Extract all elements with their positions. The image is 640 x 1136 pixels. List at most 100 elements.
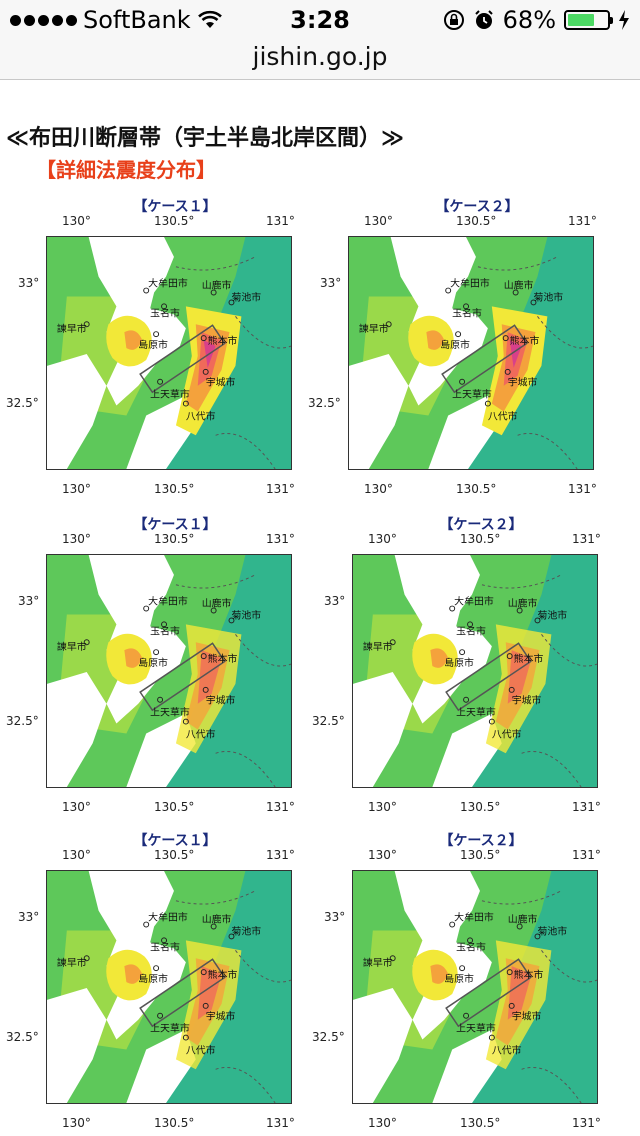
- svg-text:山鹿市: 山鹿市: [202, 597, 232, 610]
- status-time: 3:28: [290, 6, 350, 34]
- svg-text:上天草市: 上天草市: [150, 388, 190, 401]
- carrier-name: SoftBank: [83, 6, 191, 34]
- svg-text:諫早市: 諫早市: [57, 640, 87, 653]
- svg-text:八代市: 八代市: [186, 727, 216, 740]
- svg-text:八代市: 八代市: [186, 1043, 216, 1056]
- case-label: 【ケース２】: [439, 517, 523, 533]
- case-label: 【ケース２】: [435, 199, 519, 215]
- x-tick-bottom: 130.5°: [154, 800, 195, 814]
- svg-text:上天草市: 上天草市: [452, 388, 492, 401]
- svg-text:島原市: 島原市: [440, 338, 470, 351]
- seismic-intensity-map: 大牟田市 山鹿市 菊池市 玉名市 諫早市 島原市 熊本市 宇城市 上天草市 八代市: [352, 554, 598, 788]
- svg-text:玉名市: 玉名市: [150, 940, 180, 953]
- intensity-map-panel: 【ケース２】 130° 130.5° 131° 33° 32.5° 大牟田市 山鹿…: [310, 514, 601, 818]
- seismic-intensity-map: 大牟田市 山鹿市 菊池市 玉名市 諫早市 島原市 熊本市 宇城市 上天草市 八代市: [46, 554, 292, 788]
- svg-text:熊本市: 熊本市: [208, 968, 238, 981]
- signal-strength-icon: [10, 14, 77, 26]
- svg-text:玉名市: 玉名市: [456, 940, 486, 953]
- x-tick-top: 131°: [572, 848, 601, 862]
- svg-text:八代市: 八代市: [492, 727, 522, 740]
- svg-text:山鹿市: 山鹿市: [202, 279, 232, 292]
- x-tick-bottom: 130°: [62, 1116, 91, 1130]
- x-tick-bottom: 131°: [266, 482, 295, 496]
- svg-text:大牟田市: 大牟田市: [148, 277, 188, 290]
- y-tick: 33°: [18, 276, 40, 290]
- svg-text:諫早市: 諫早市: [363, 640, 393, 653]
- x-tick-bottom: 131°: [572, 1116, 601, 1130]
- case-label: 【ケース１】: [133, 833, 217, 849]
- svg-text:宇城市: 宇城市: [512, 1010, 542, 1023]
- x-tick-bottom: 131°: [266, 800, 295, 814]
- y-tick: 32.5°: [308, 396, 341, 410]
- x-tick-top: 130.5°: [154, 848, 195, 862]
- x-tick-top: 131°: [572, 532, 601, 546]
- svg-text:宇城市: 宇城市: [206, 1010, 236, 1023]
- svg-text:島原市: 島原市: [138, 656, 168, 669]
- intensity-map-panel: 【ケース１】 130° 130.5° 131° 33° 32.5° 大牟田市 山鹿…: [4, 196, 295, 500]
- y-tick: 32.5°: [6, 714, 39, 728]
- svg-text:熊本市: 熊本市: [208, 334, 238, 347]
- intensity-map-panel: 【ケース１】 130° 130.5° 131° 33° 32.5° 大牟田市 山鹿…: [4, 514, 295, 818]
- battery-icon: [564, 10, 613, 30]
- case-label: 【ケース１】: [133, 517, 217, 533]
- svg-text:島原市: 島原市: [444, 972, 474, 985]
- y-tick: 32.5°: [6, 396, 39, 410]
- x-tick-bottom: 131°: [572, 800, 601, 814]
- x-tick-bottom: 130.5°: [154, 482, 195, 496]
- x-tick-bottom: 130.5°: [460, 800, 501, 814]
- x-tick-bottom: 131°: [266, 1116, 295, 1130]
- x-tick-top: 130°: [62, 532, 91, 546]
- x-tick-bottom: 130.5°: [456, 482, 497, 496]
- x-tick-top: 130.5°: [456, 214, 497, 228]
- address-bar[interactable]: jishin.go.jp: [0, 40, 640, 80]
- svg-text:大牟田市: 大牟田市: [450, 277, 490, 290]
- svg-text:諫早市: 諫早市: [363, 956, 393, 969]
- x-tick-bottom: 130.5°: [154, 1116, 195, 1130]
- y-tick: 33°: [324, 594, 346, 608]
- svg-text:熊本市: 熊本市: [514, 968, 544, 981]
- svg-text:菊池市: 菊池市: [533, 290, 563, 303]
- x-tick-bottom: 130°: [364, 482, 393, 496]
- svg-text:宇城市: 宇城市: [206, 376, 236, 389]
- svg-text:菊池市: 菊池市: [537, 924, 567, 937]
- svg-text:玉名市: 玉名市: [150, 306, 180, 319]
- x-tick-bottom: 130°: [62, 800, 91, 814]
- y-tick: 32.5°: [312, 714, 345, 728]
- svg-text:八代市: 八代市: [186, 409, 216, 422]
- svg-text:諫早市: 諫早市: [359, 322, 389, 335]
- url-text: jishin.go.jp: [252, 42, 388, 71]
- svg-text:上天草市: 上天草市: [456, 1022, 496, 1035]
- battery-percent: 68%: [502, 6, 556, 34]
- x-tick-top: 130°: [62, 848, 91, 862]
- seismic-intensity-map: 大牟田市 山鹿市 菊池市 玉名市 諫早市 島原市 熊本市 宇城市 上天草市 八代市: [348, 236, 594, 470]
- page-title: ≪布田川断層帯（宇土半島北岸区間）≫: [6, 126, 405, 151]
- intensity-map-panel: 【ケース２】 130° 130.5° 131° 33° 32.5° 大牟田市 山鹿…: [306, 196, 597, 500]
- svg-text:大牟田市: 大牟田市: [148, 911, 188, 924]
- svg-text:大牟田市: 大牟田市: [454, 911, 494, 924]
- page-subtitle: 【詳細法震度分布】: [36, 158, 216, 182]
- x-tick-top: 131°: [266, 532, 295, 546]
- x-tick-top: 130°: [368, 848, 397, 862]
- svg-text:上天草市: 上天草市: [150, 706, 190, 719]
- x-tick-top: 130.5°: [154, 532, 195, 546]
- rotation-lock-icon: [443, 10, 464, 30]
- svg-text:熊本市: 熊本市: [208, 652, 238, 665]
- svg-text:山鹿市: 山鹿市: [504, 279, 534, 292]
- x-tick-bottom: 130°: [368, 1116, 397, 1130]
- x-tick-top: 130°: [368, 532, 397, 546]
- svg-text:島原市: 島原市: [138, 338, 168, 351]
- svg-text:八代市: 八代市: [492, 1043, 522, 1056]
- y-tick: 33°: [320, 276, 342, 290]
- svg-text:山鹿市: 山鹿市: [202, 913, 232, 926]
- svg-text:宇城市: 宇城市: [508, 376, 538, 389]
- svg-text:島原市: 島原市: [138, 972, 168, 985]
- y-tick: 33°: [324, 910, 346, 924]
- x-tick-top: 130.5°: [460, 848, 501, 862]
- svg-text:菊池市: 菊池市: [231, 608, 261, 621]
- svg-text:玉名市: 玉名市: [150, 624, 180, 637]
- case-label: 【ケース２】: [439, 833, 523, 849]
- wifi-icon: [197, 10, 222, 28]
- x-tick-top: 131°: [266, 214, 295, 228]
- svg-text:熊本市: 熊本市: [514, 652, 544, 665]
- svg-text:島原市: 島原市: [444, 656, 474, 669]
